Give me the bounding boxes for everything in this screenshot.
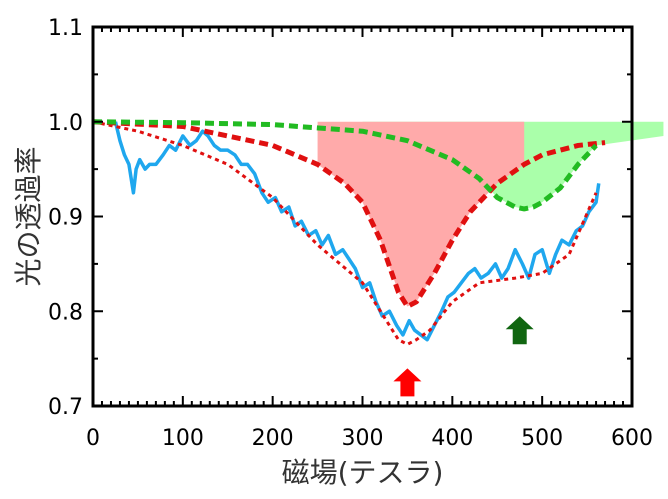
y-tick-labels: 0.7 0.8 0.9 1.0 1.1 [48,16,83,420]
x-tick-labels: 0 100 200 300 400 500 600 [86,426,653,451]
x-tick-label: 0 [86,426,100,451]
green-dashed-line [92,119,598,212]
green-arrow-icon [505,316,534,345]
y-axis-title: 光の透過率 [12,146,45,286]
x-tick-label: 400 [431,426,473,451]
plot-frame [91,25,634,408]
x-tick-label: 500 [521,426,563,451]
x-axis-title: 磁場(テスラ) [282,456,444,489]
y-tick-label: 0.9 [48,206,83,231]
red-filled-region [317,121,525,307]
axis-ticks [92,26,633,407]
red-arrow-icon [393,368,422,397]
y-tick-label: 0.7 [48,395,83,420]
series-lines [92,119,606,346]
arrow-annotations [393,316,534,397]
red-dashed-line [92,119,606,310]
y-tick-label: 1.0 [48,111,83,136]
y-tick-label: 0.8 [48,300,83,325]
x-tick-label: 200 [252,426,294,451]
y-tick-label: 1.1 [48,16,83,41]
x-tick-label: 600 [611,426,653,451]
x-tick-label: 100 [162,426,204,451]
filled-regions [317,121,664,307]
measured-transmittance-line [113,121,601,342]
x-tick-label: 300 [342,426,384,451]
